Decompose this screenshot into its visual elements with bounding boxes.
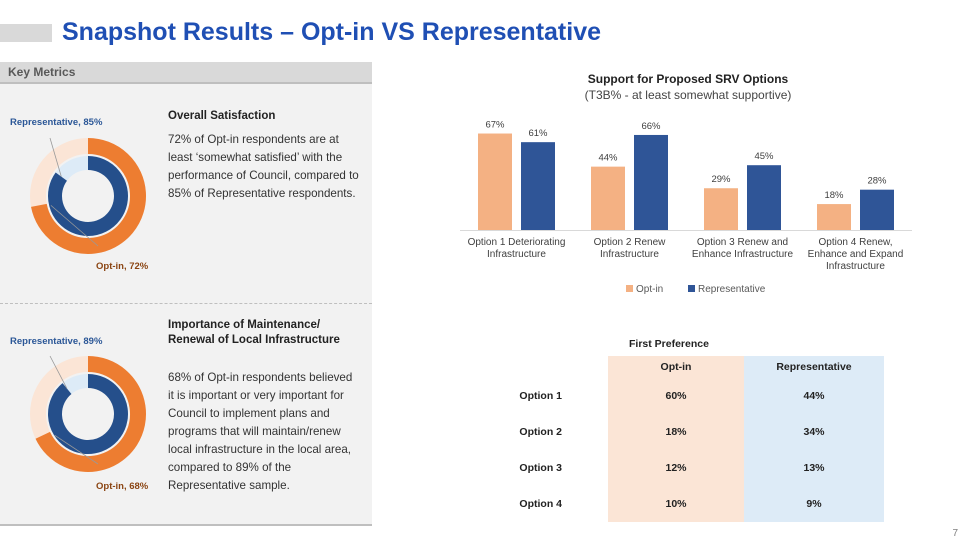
rep-arc	[48, 374, 128, 454]
optin-leader-line	[50, 205, 99, 247]
table-row: Option 3 12% 13%	[490, 450, 884, 486]
table-row: Option 1 60% 44%	[490, 378, 884, 414]
bar-opt-in	[704, 188, 738, 230]
legend-label: Representative	[698, 284, 766, 295]
row-label: Option 1	[519, 390, 562, 402]
key-metrics-label: Key Metrics	[8, 65, 76, 79]
table-row: Option 2 18% 34%	[490, 414, 884, 450]
row-label: Option 2	[519, 426, 562, 438]
category-label: Infrastructure	[826, 261, 885, 272]
category-label: Infrastructure	[600, 249, 659, 260]
metric2-body: 68% of Opt-in respondents believed it is…	[168, 371, 353, 492]
legend-swatch	[688, 285, 695, 292]
metric2-heading: Importance of Maintenance/ Renewal of Lo…	[168, 319, 340, 346]
chart-subtitle: (T3B% - at least somewhat supportive)	[584, 88, 792, 102]
rep-leader-line	[49, 137, 62, 177]
row-label: Option 4	[519, 498, 562, 510]
chart-title: Support for Proposed SRV Options	[587, 72, 789, 86]
bar-value-label: 44%	[598, 153, 618, 164]
rep-cell: 9%	[744, 486, 884, 522]
key-metrics-header: Key Metrics	[0, 62, 372, 84]
page-number: 7	[952, 528, 958, 539]
table-row: Option 4 10% 9%	[490, 486, 884, 522]
bar-opt-in	[478, 133, 512, 230]
legend-swatch	[626, 285, 633, 292]
bar-representative	[860, 189, 894, 230]
donut2-rep-label: Representative, 89%	[10, 336, 103, 347]
optin-leader-line	[54, 434, 99, 465]
bar-value-label: 18%	[824, 190, 844, 201]
optin-arc	[31, 138, 146, 254]
bar-value-label: 29%	[711, 174, 731, 185]
category-label: Option 1 Deteriorating	[468, 237, 566, 248]
first-preference-table: Opt-in Representative Option 1 60% 44% O…	[490, 356, 884, 522]
satisfaction-donut-chart	[30, 137, 146, 254]
rep-cell: 44%	[744, 378, 884, 414]
donut1-rep-label: Representative, 85%	[10, 117, 103, 128]
category-label: Option 4 Renew,	[819, 237, 893, 248]
category-label: Option 2 Renew	[594, 237, 666, 248]
metric1-heading: Overall Satisfaction	[168, 110, 276, 122]
bar-opt-in	[591, 166, 625, 230]
bar-opt-in	[817, 204, 851, 230]
category-label: Option 3 Renew and	[697, 237, 788, 248]
page-title: Snapshot Results – Opt-in VS Representat…	[62, 18, 602, 46]
col-header-representative: Representative	[744, 356, 884, 378]
optin-cell: 60%	[608, 378, 744, 414]
metrics-divider	[0, 303, 372, 304]
bar-value-label: 67%	[485, 120, 505, 131]
rep-cell: 34%	[744, 414, 884, 450]
category-label: Infrastructure	[487, 249, 546, 260]
title-accent-bar	[0, 24, 52, 42]
bar-value-label: 66%	[641, 121, 661, 132]
metric1-body: 72% of Opt-in respondents are at least ‘…	[168, 133, 359, 200]
bar-value-label: 61%	[528, 128, 548, 139]
rep-cell: 13%	[744, 450, 884, 486]
infrastructure-donut-chart	[30, 355, 146, 472]
rep-arc	[48, 156, 128, 236]
category-label: Enhance and Expand	[808, 249, 904, 260]
table-corner	[490, 356, 608, 378]
bar-value-label: 45%	[754, 151, 774, 162]
panel-bottom-line	[0, 524, 372, 526]
first-preference-title: First Preference	[629, 338, 709, 350]
optin-cell: 18%	[608, 414, 744, 450]
rep-leader-line	[49, 355, 68, 389]
optin-cell: 10%	[608, 486, 744, 522]
col-header-optin: Opt-in	[608, 356, 744, 378]
srv-support-bar-chart: 67%61%Option 1 DeterioratingInfrastructu…	[460, 120, 912, 295]
bar-representative	[634, 134, 668, 230]
optin-cell: 12%	[608, 450, 744, 486]
optin-arc	[35, 356, 146, 472]
donut2-optin-label: Opt-in, 68%	[96, 481, 149, 492]
legend-label: Opt-in	[636, 284, 663, 295]
bar-representative	[521, 142, 555, 230]
category-label: Enhance Infrastructure	[692, 249, 794, 260]
bar-representative	[747, 165, 781, 230]
row-label: Option 3	[519, 462, 562, 474]
bar-value-label: 28%	[867, 176, 887, 187]
donut1-optin-label: Opt-in, 72%	[96, 261, 149, 272]
